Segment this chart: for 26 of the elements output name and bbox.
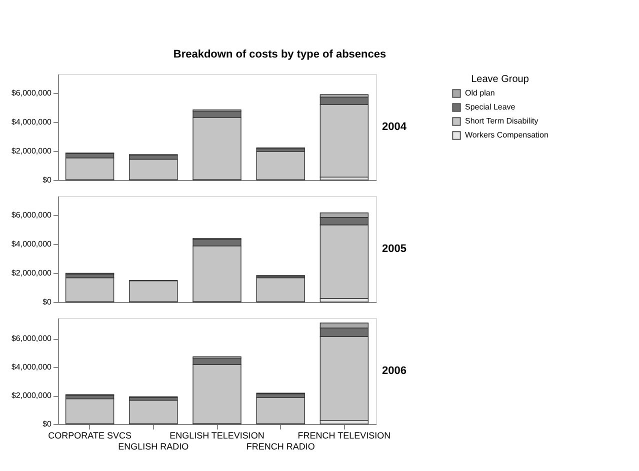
- y-tick-label: $2,000,000: [11, 391, 52, 400]
- x-tick-label: ENGLISH TELEVISION: [170, 430, 264, 440]
- x-tick-label: FRENCH TELEVISION: [298, 430, 391, 440]
- y2-axis-title: 2006: [382, 365, 406, 377]
- y-tick-label: $6,000,000: [11, 210, 52, 220]
- x-tick-label: ENGLISH RADIO: [118, 442, 189, 452]
- x-tick-label: FRENCH RADIO: [246, 442, 315, 452]
- legend-label: Workers Compensation: [465, 130, 548, 140]
- legend-title: Leave Group: [471, 74, 530, 85]
- y2-axis-title: 2005: [382, 243, 406, 255]
- y-tick-label: $2,000,000: [11, 146, 52, 156]
- x-tick-label: CORPORATE SVCS: [48, 430, 132, 440]
- legend-label: Special Leave: [465, 102, 516, 112]
- y-tick-label: $2,000,000: [11, 268, 52, 278]
- y-tick-label: $6,000,000: [11, 88, 52, 98]
- y-tick-label: $6,000,000: [11, 334, 52, 344]
- legend-label: Old plan: [465, 88, 495, 98]
- y-tick-label: $0: [42, 176, 52, 184]
- chart-title: Breakdown of costs by type of absences: [173, 48, 386, 60]
- y-tick-label: $4,000,000: [11, 239, 52, 248]
- y-tick-label: $4,000,000: [11, 117, 52, 126]
- y-tick-label: $0: [42, 298, 52, 306]
- y2-axis-title: 2004: [382, 121, 408, 133]
- y-tick-label: $0: [42, 420, 52, 428]
- legend-label: Short Term Disability: [465, 116, 538, 126]
- y-tick-label: $4,000,000: [11, 362, 52, 372]
